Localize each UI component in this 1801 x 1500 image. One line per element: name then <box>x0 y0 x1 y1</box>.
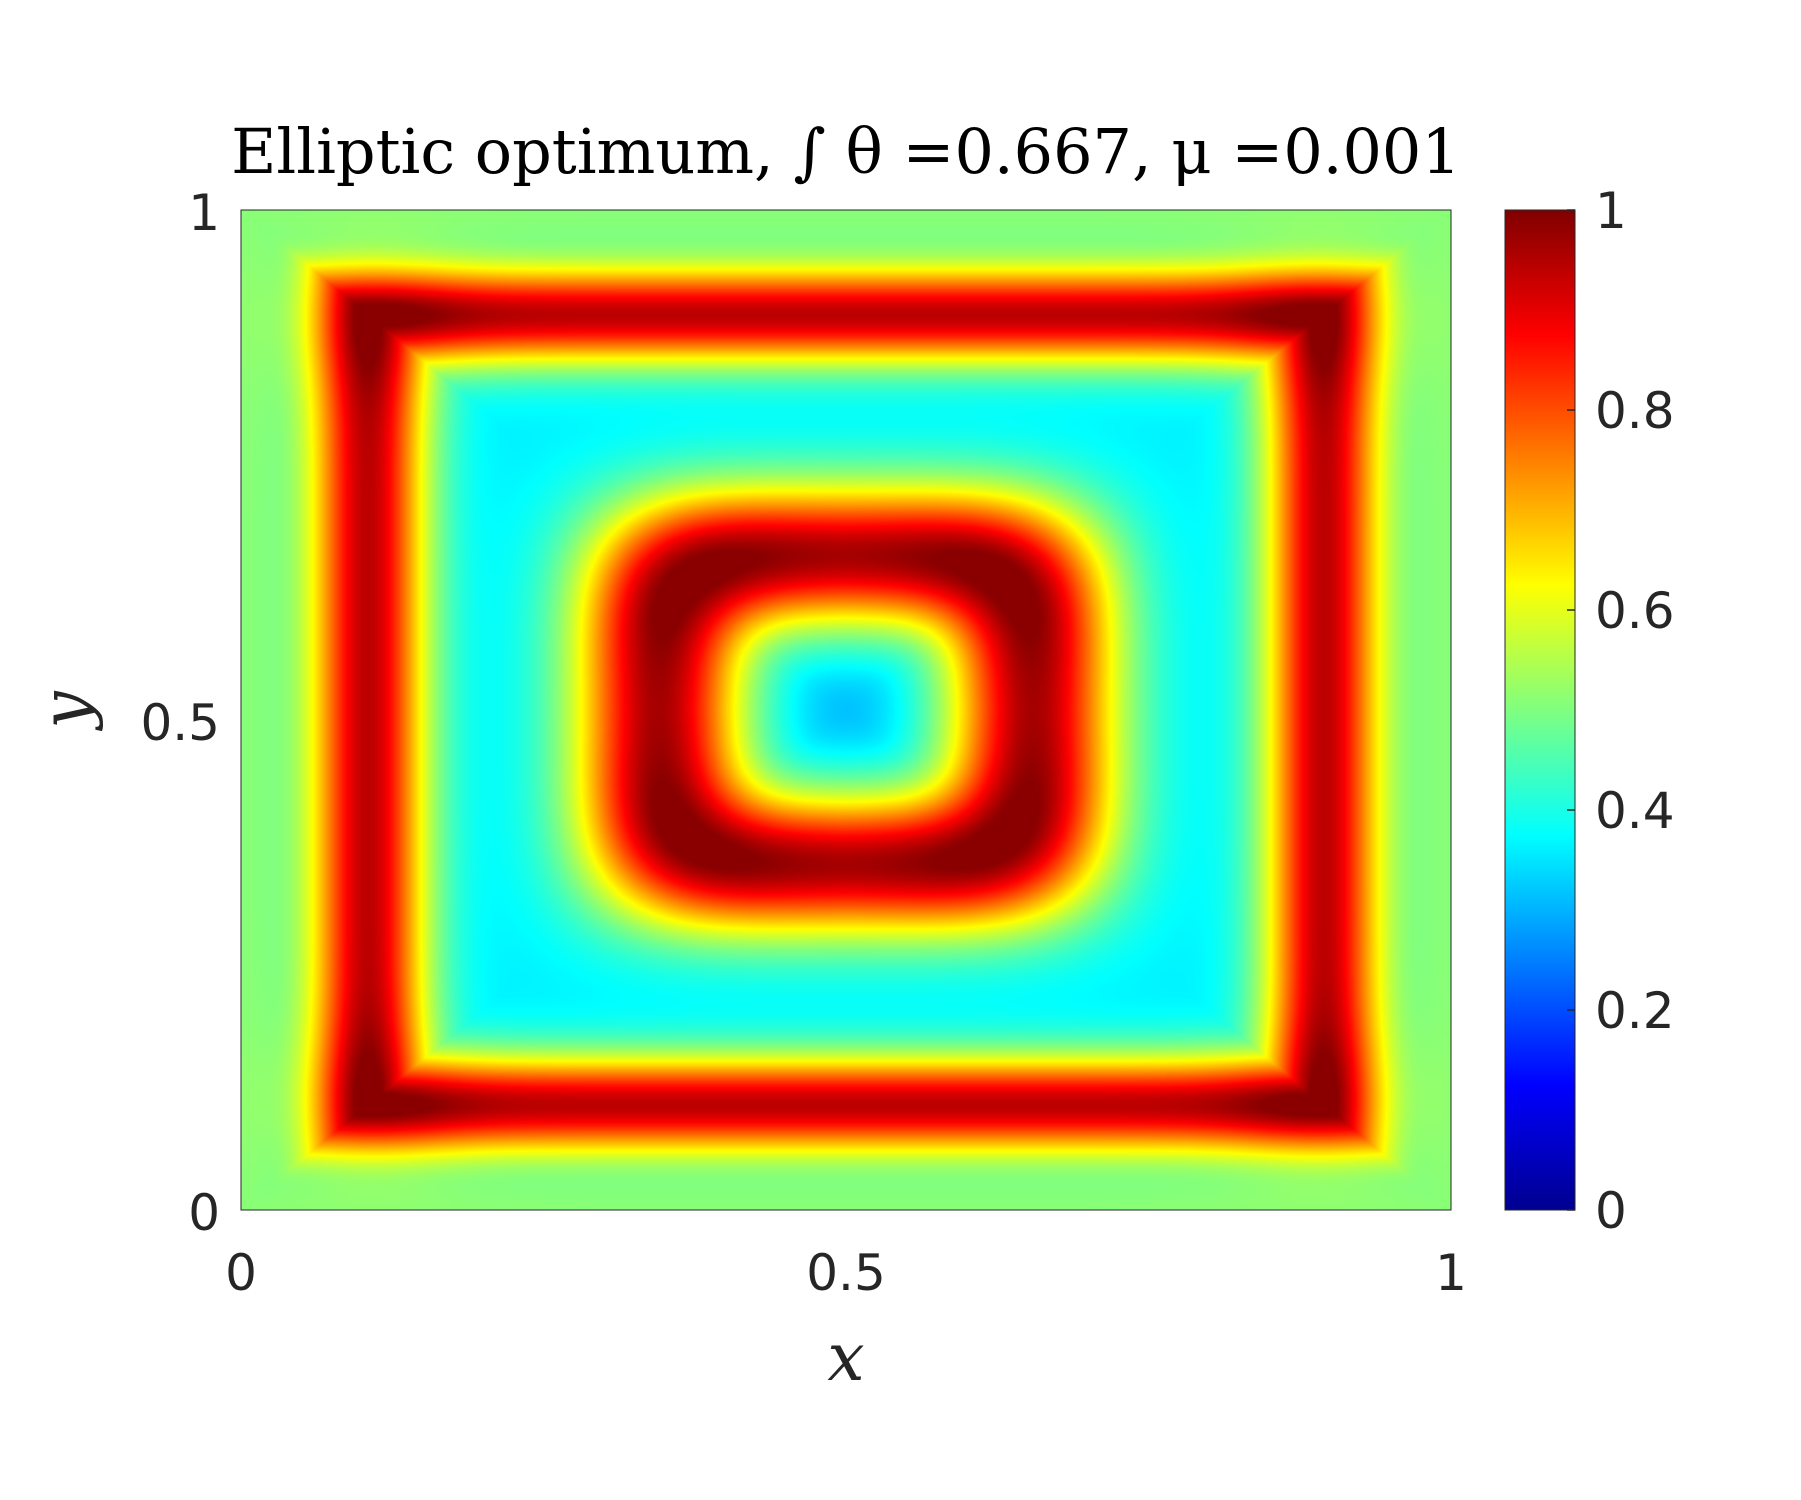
chart-title: Elliptic optimum, ∫ θ =0.667, μ =0.001 <box>231 115 1461 188</box>
y-tick-label: 0.5 <box>140 694 220 752</box>
colorbar-tick-label: 0 <box>1595 1182 1627 1240</box>
x-tick-label: 1 <box>1435 1244 1467 1302</box>
y-axis: 0 0.5 1 y <box>27 184 220 1242</box>
colorbar-gradient <box>1504 209 1576 1211</box>
x-axis: 0 0.5 1 x <box>225 1244 1467 1396</box>
x-axis-label: x <box>827 1319 864 1396</box>
y-axis-label: y <box>27 691 104 732</box>
plot-area <box>240 209 1452 1211</box>
colorbar-ticks: 0 0.2 0.4 0.6 0.8 1 <box>1567 182 1675 1240</box>
colorbar-tick-label: 0.4 <box>1595 782 1675 840</box>
heatmap-field <box>241 210 1451 1210</box>
colorbar-tick-label: 0.8 <box>1595 382 1675 440</box>
colorbar: 0 0.2 0.4 0.6 0.8 1 <box>1504 182 1675 1240</box>
y-tick-label: 1 <box>188 184 220 242</box>
colorbar-tick-label: 0.2 <box>1595 982 1675 1040</box>
heatmap-field-container <box>241 210 1451 1210</box>
plot-frame <box>240 209 1452 1211</box>
colorbar-tick-label: 1 <box>1595 182 1627 240</box>
colorbar-tick-label: 0.6 <box>1595 582 1675 640</box>
x-tick-label: 0 <box>225 1244 257 1302</box>
y-tick-label: 0 <box>188 1184 220 1242</box>
x-tick-label: 0.5 <box>806 1244 886 1302</box>
